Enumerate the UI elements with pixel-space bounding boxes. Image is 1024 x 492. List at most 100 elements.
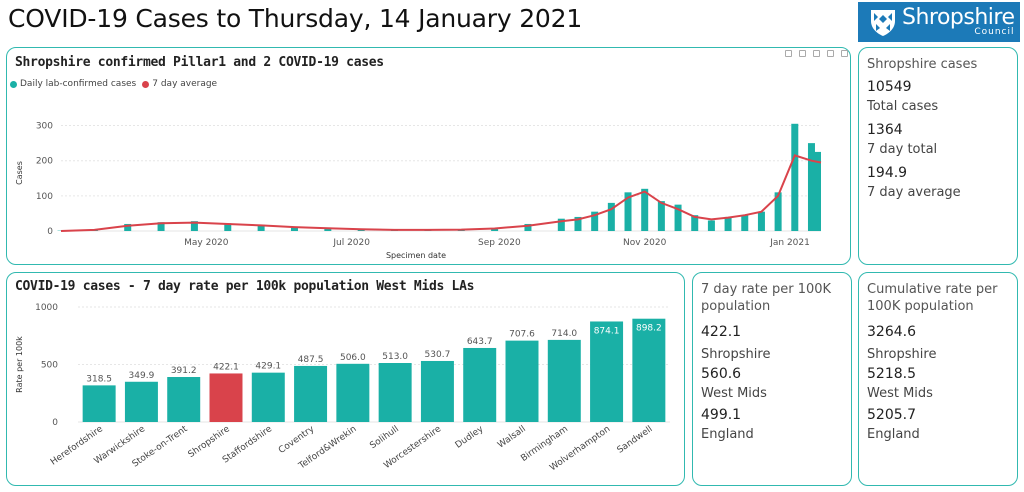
daily-case-bar (814, 151, 821, 231)
kpi-label: 7 day total (867, 142, 938, 157)
la-rate-bar (209, 373, 243, 422)
kpi-rate7-title: 7 day rate per 100K population (701, 282, 832, 314)
seven-day-average-line (60, 154, 822, 232)
daily-case-bar (574, 216, 582, 231)
kpi-value: 422.1 (701, 324, 742, 340)
y-tick-label: 1000 (35, 303, 58, 313)
kpi-label: West Mids (867, 386, 933, 401)
more-icon[interactable] (841, 50, 848, 57)
daily-case-bar (224, 223, 232, 231)
la-category-label: Walsall (496, 424, 528, 450)
la-category-label: Coventry (277, 424, 317, 456)
logo-subtitle: Council (974, 27, 1015, 37)
la-rate-data-label: 349.9 (129, 371, 155, 381)
kpi-value: 194.9 (867, 165, 908, 181)
council-logo: Shropshire Council (858, 2, 1020, 42)
kpi-value: 499.1 (701, 407, 742, 423)
la-rate-bar (505, 340, 539, 422)
daily-case-bar (557, 218, 565, 231)
daily-cases-chart[interactable]: 0 100 200 300 May 2020 Jul 2020 Sep 2020 Nov 20… (6, 95, 851, 265)
kpi-cumulative-westmids: 5218.5 West Mids (867, 365, 933, 403)
la-rate-data-label: 391.2 (171, 366, 197, 376)
shropshire-cases-card: Shropshire cases 10549 Total cases 1364 … (858, 47, 1018, 265)
la-rate-data-label: 707.6 (509, 330, 535, 340)
kpi-value: 5218.5 (867, 366, 916, 382)
daily-case-bar (741, 215, 749, 231)
la-category-label: Sandwell (616, 424, 655, 455)
legend-label-daily[interactable]: Daily lab-confirmed cases (20, 79, 137, 89)
daily-case-bar (591, 211, 599, 231)
kpi-value: 1364 (867, 122, 903, 138)
x-tick-label: Sep 2020 (478, 238, 521, 248)
kpi-value: 3264.6 (867, 324, 916, 340)
la-rate-bar (420, 360, 454, 422)
y-axis-title: Cases (15, 161, 24, 185)
la-rate-bar (590, 321, 624, 422)
daily-case-bar (691, 215, 699, 231)
la-rate-data-label: 506.0 (340, 353, 366, 363)
kpi-cumulative-title: Cumulative rate per 100K population (867, 282, 998, 314)
daily-case-bar (491, 228, 499, 231)
daily-case-bar (774, 192, 782, 231)
daily-case-bar (290, 226, 298, 231)
legend-dot-daily (10, 80, 17, 88)
daily-case-bar (641, 188, 649, 231)
copy-icon[interactable] (799, 50, 806, 57)
pin-icon[interactable] (785, 50, 792, 57)
kpi-label: England (867, 427, 920, 442)
x-tick-label: May 2020 (184, 238, 229, 248)
daily-cases-legend: Daily lab-confirmed cases 7 day average (10, 79, 217, 89)
la-rate-data-label: 318.5 (86, 374, 112, 384)
y-tick-label: 0 (52, 418, 58, 428)
la-rate-bar (294, 365, 328, 422)
la-rate-bar (251, 372, 285, 422)
la-rate-data-label: 643.7 (467, 337, 493, 347)
la-rate-bar (632, 318, 666, 422)
x-tick-label: Jul 2020 (332, 238, 370, 248)
daily-case-bar (157, 222, 165, 231)
la-category-label: Dudley (454, 424, 486, 451)
la-category-label: Solihull (368, 424, 400, 451)
la-rate-data-label: 422.1 (213, 362, 239, 372)
daily-case-bar (807, 143, 815, 231)
kpi-total-cases: 10549 Total cases (867, 78, 938, 116)
west-mids-rate-title: COVID-19 cases - 7 day rate per 100k pop… (15, 279, 475, 294)
la-rate-bar (336, 363, 370, 422)
daily-case-bar (324, 227, 332, 231)
page-title: COVID-19 Cases to Thursday, 14 January 2… (8, 4, 583, 33)
seven-day-rate-card: 7 day rate per 100K population 422.1 Shr… (692, 272, 852, 486)
logo-wordmark: Shropshire (902, 5, 1015, 30)
daily-case-bar (257, 224, 265, 231)
la-rate-data-label: 714.0 (551, 329, 577, 339)
la-rate-bar (82, 385, 116, 422)
kpi-cumulative-shropshire: 3264.6 Shropshire (867, 323, 936, 364)
kpi-cumulative-england: 5205.7 England (867, 406, 920, 444)
kpi-value: 5205.7 (867, 407, 916, 423)
kpi-label: England (701, 427, 754, 442)
la-rate-bar (547, 339, 581, 422)
y-axis-title: Rate per 100k (15, 336, 24, 393)
la-rate-bar (167, 377, 201, 422)
daily-case-bar (624, 192, 632, 231)
y-tick-label: 200 (36, 157, 53, 167)
x-tick-label: Nov 2020 (623, 238, 667, 248)
la-rate-bar (463, 347, 497, 422)
kpi-rate7-england: 499.1 England (701, 406, 754, 444)
kpi-7day-average: 194.9 7 day average (867, 164, 961, 202)
filter-icon[interactable] (813, 50, 820, 57)
shield-logo-icon (871, 10, 895, 36)
la-rate-data-label: 513.0 (382, 352, 408, 362)
x-tick-label: Jan 2021 (769, 238, 810, 248)
kpi-cases-title: Shropshire cases (867, 57, 978, 72)
kpi-label: 7 day average (867, 185, 961, 200)
daily-case-bar (124, 223, 132, 231)
expand-icon[interactable] (827, 50, 834, 57)
y-tick-label: 300 (36, 122, 53, 132)
x-axis-title: Specimen date (386, 251, 446, 260)
y-tick-label: 500 (41, 361, 58, 371)
la-rate-data-label: 429.1 (255, 362, 281, 372)
legend-label-average[interactable]: 7 day average (152, 79, 218, 89)
daily-case-bar (791, 123, 799, 231)
kpi-label: Total cases (867, 99, 939, 114)
